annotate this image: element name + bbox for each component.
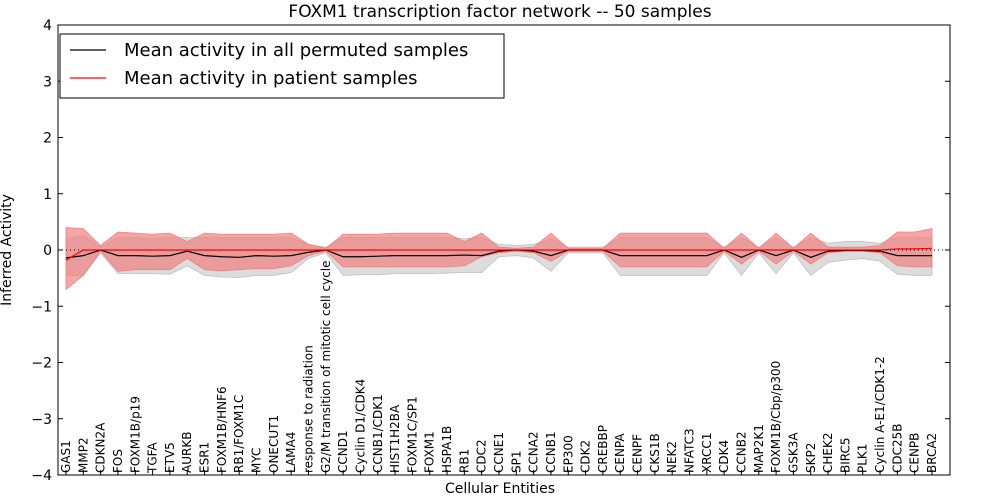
x-tick-label-cenpb: CENPB <box>908 433 922 473</box>
x-tick-label-cenpf: CENPF <box>631 434 645 473</box>
y-tick-label: 1 <box>43 187 52 203</box>
x-tick-label-ep300: EP300 <box>561 435 575 473</box>
x-tick-label-cdk2: CDK2 <box>579 440 593 473</box>
x-tick-label-cyclin-d1-cdk4: Cyclin D1/CDK4 <box>353 379 367 473</box>
x-tick-label-chek2: CHEK2 <box>821 433 835 474</box>
x-tick-label-response-to-radiation: response to radiation <box>301 345 315 473</box>
x-tick-label-cdk4: CDK4 <box>717 440 731 473</box>
x-tick-label-myc: MYC <box>250 448 264 473</box>
x-tick-label-foxm1: FOXM1 <box>423 431 437 473</box>
x-tick-label-cdc25b: CDC25B <box>890 424 904 474</box>
x-tick-label-ccnb1-cdk1: CCNB1/CDK1 <box>371 394 385 473</box>
x-tick-label-hspa1b: HSPA1B <box>440 426 454 473</box>
x-tick-label-cdc2: CDC2 <box>475 439 489 473</box>
x-tick-label-gsk3a: GSK3A <box>786 432 800 473</box>
x-tick-label-nfatc3: NFATC3 <box>683 428 697 473</box>
y-tick-label: −4 <box>31 468 52 484</box>
x-tick-label-cenpa: CENPA <box>613 433 627 473</box>
x-tick-label-fos: FOS <box>111 449 125 473</box>
x-tick-label-onecut1: ONECUT1 <box>267 415 281 473</box>
y-axis: −4 −3 −2 −1 0 1 2 3 4 <box>31 18 950 484</box>
x-tick-label-map2k1: MAP2K1 <box>752 424 766 473</box>
y-axis-label: Inferred Activity <box>0 194 15 306</box>
x-tick-label-skp2: SKP2 <box>804 443 818 473</box>
x-tick-label-sp1: SP1 <box>509 451 523 474</box>
y-tick-label: 4 <box>43 18 52 34</box>
x-tick-label-hist1h2ba: HIST1H2BA <box>388 404 402 473</box>
x-axis-label: Cellular Entities <box>445 481 555 497</box>
legend-box <box>59 33 505 99</box>
series-line-patient <box>65 247 933 261</box>
x-tick-label-foxm1b-hnf6: FOXM1B/HNF6 <box>215 386 229 473</box>
x-tick-label-ccnd1: CCND1 <box>336 430 350 473</box>
x-tick-label-foxm1b-p19: FOXM1B/p19 <box>128 396 142 473</box>
y-tick-label: 3 <box>43 74 52 90</box>
bands-layer <box>65 227 933 291</box>
x-tick-label-plk1: PLK1 <box>856 444 870 473</box>
x-tick-label-lama4: LAMA4 <box>284 432 298 473</box>
y-tick-label: −3 <box>31 412 52 428</box>
x-tick-label-foxm1c-sp1: FOXM1C/SP1 <box>405 396 419 473</box>
chart-title: FOXM1 transcription factor network -- 50… <box>288 2 711 22</box>
x-tick-label-cyclin-a-e1-cdk1-2: Cyclin A-E1/CDK1-2 <box>873 356 887 473</box>
x-tick-label-mmp2: MMP2 <box>76 437 90 473</box>
band-patient <box>65 227 933 291</box>
x-tick-label-aurkb: AURKB <box>180 432 194 473</box>
x-tick-label-xrcc1: XRCC1 <box>700 433 714 473</box>
x-tick-label-ccne1: CCNE1 <box>492 432 506 473</box>
x-tick-label-etv5: ETV5 <box>163 442 177 473</box>
x-tick-label-gas1: GAS1 <box>59 440 73 473</box>
legend-label-patient: Mean activity in patient samples <box>124 68 418 89</box>
y-tick-label: −2 <box>31 356 52 372</box>
series-line-permuted <box>65 249 932 259</box>
legend: Mean activity in all permuted samples Me… <box>59 33 505 99</box>
y-tick-label: 2 <box>43 131 52 147</box>
x-tick-label-nek2: NEK2 <box>665 441 679 473</box>
x-tick-label-brca2: BRCA2 <box>925 433 939 473</box>
x-tick-label-birc5: BIRC5 <box>838 437 852 473</box>
x-tick-label-g2-m-transition-of-mitotic-cell-cycle: G2/M transition of mitotic cell cycle <box>319 260 333 473</box>
x-tick-label-cks1b: CKS1B <box>648 433 662 473</box>
x-tick-label-ccnb1: CCNB1 <box>544 431 558 473</box>
x-tick-label-rb1-foxm1c: RB1/FOXM1C <box>232 395 246 473</box>
y-tick-label: 0 <box>43 243 52 259</box>
y-tick-label: −1 <box>31 299 52 315</box>
x-tick-label-cdkn2a: CDKN2A <box>94 422 108 473</box>
x-tick-label-crebbp: CREBBP <box>596 425 610 473</box>
lines-layer <box>58 247 950 261</box>
x-tick-label-ccnb2: CCNB2 <box>734 431 748 473</box>
x-tick-label-rb1: RB1 <box>457 449 471 473</box>
legend-label-permuted: Mean activity in all permuted samples <box>124 40 468 61</box>
x-tick-label-foxm1b-cbp-p300: FOXM1B/Cbp/p300 <box>769 361 783 473</box>
x-tick-label-esr1: ESR1 <box>198 442 212 473</box>
x-tick-label-ccna2: CCNA2 <box>527 431 541 473</box>
x-axis: GAS1 MMP2 CDKN2A FOS FOXM1B/p19 TGFA ETV5 AURKB… <box>59 260 939 475</box>
x-tick-label-tgfa: TGFA <box>146 442 160 474</box>
